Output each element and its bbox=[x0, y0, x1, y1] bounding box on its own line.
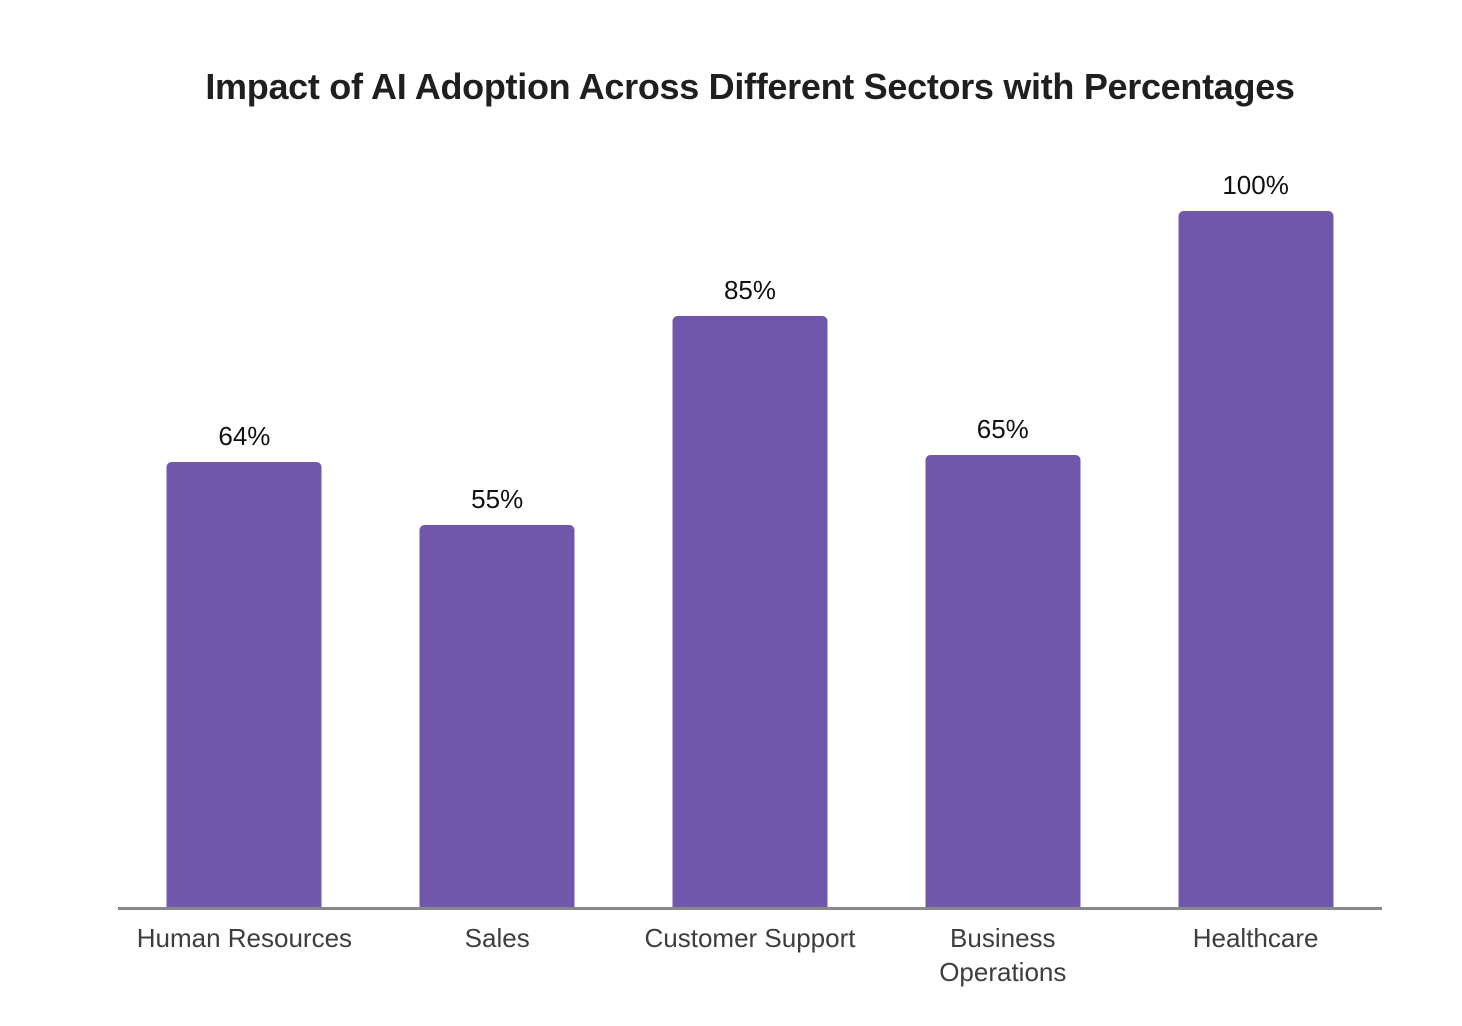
x-axis-label-1: Sales bbox=[371, 921, 624, 989]
bar-1 bbox=[419, 524, 575, 908]
x-axis-label-text: Business Operations bbox=[939, 923, 1067, 987]
x-axis-label-text: Customer Support bbox=[644, 923, 856, 953]
bar-value-label-2: 85% bbox=[723, 274, 777, 305]
x-axis-label-text: Sales bbox=[464, 923, 530, 953]
x-axis-label-text: Healthcare bbox=[1192, 923, 1319, 953]
bar-2 bbox=[672, 315, 828, 908]
bar-value-label-4: 100% bbox=[1222, 170, 1289, 200]
bar-slot-2: 85% bbox=[624, 211, 877, 908]
bar-value-label-1: 55% bbox=[471, 483, 524, 514]
x-axis-label-2: Customer Support bbox=[624, 921, 877, 989]
x-axis-labels: Human Resources Sales Customer Support Busi… bbox=[118, 921, 1382, 989]
bar-0 bbox=[166, 461, 322, 908]
bar-slot-3: 65% bbox=[876, 211, 1129, 908]
plot-area: 64% 55% 85% 65% 100% bbox=[118, 170, 1382, 908]
bar-value-label-3: 65% bbox=[976, 413, 1029, 444]
x-axis-line bbox=[118, 907, 1382, 910]
bar-slot-4: 100% bbox=[1129, 170, 1382, 908]
bar-3 bbox=[925, 454, 1081, 908]
bar-4 bbox=[1178, 211, 1334, 908]
x-axis-label-text: Human Resources bbox=[136, 923, 353, 953]
bar-value-label-0: 64% bbox=[218, 420, 271, 451]
bar-slot-0: 64% bbox=[118, 211, 371, 908]
bar-slot-1: 55% bbox=[371, 211, 624, 908]
x-axis-label-3: Business Operations bbox=[876, 921, 1129, 989]
x-axis-label-0: Human Resources bbox=[118, 921, 371, 989]
chart-title: Impact of AI Adoption Across Different S… bbox=[205, 66, 1295, 107]
x-axis-label-4: Healthcare bbox=[1129, 921, 1382, 989]
